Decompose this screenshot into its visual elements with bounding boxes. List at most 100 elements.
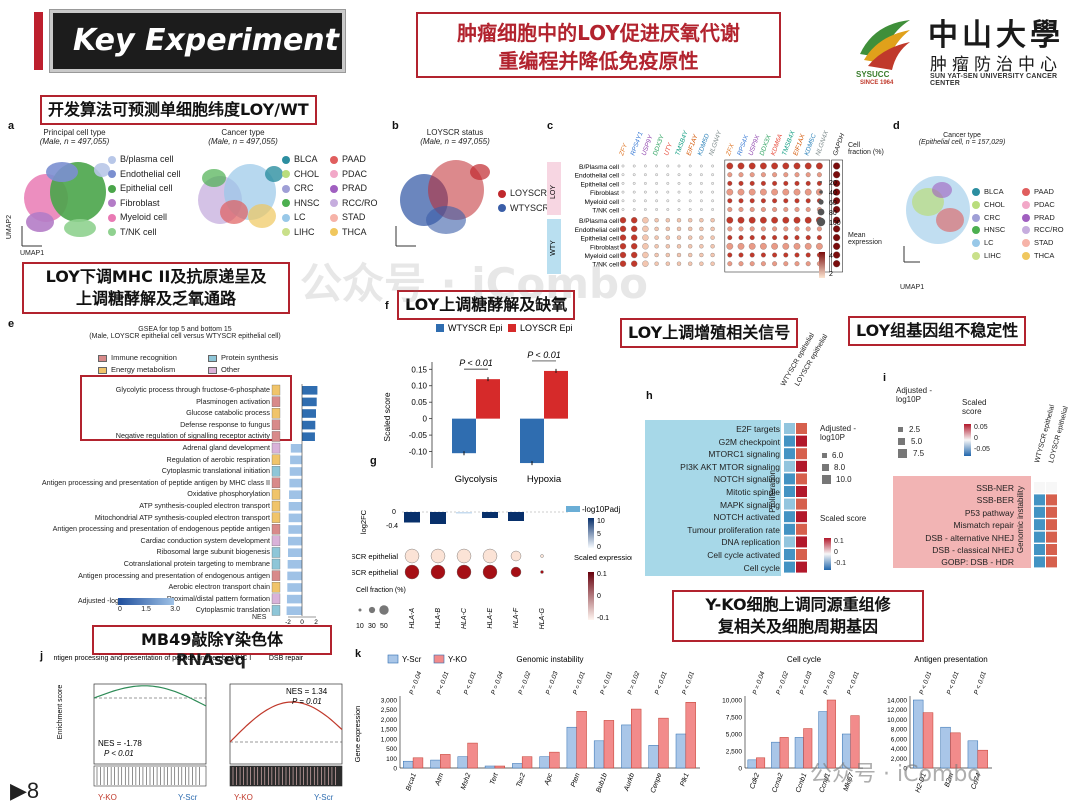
panel-e-label: e bbox=[8, 318, 15, 330]
nes-bar bbox=[288, 536, 302, 546]
headline-line-1: 肿瘤细胞中的LOY促进厌氧代谢 bbox=[457, 21, 740, 45]
panel-i-term: SSB-BER bbox=[976, 495, 1014, 506]
panel-g-ylabel: log2FC bbox=[359, 509, 368, 534]
cell-type-legend-swatch bbox=[108, 213, 116, 222]
panel-g-p-tick: 10 bbox=[597, 518, 605, 525]
cell-type-legend-label: Myeloid cell bbox=[120, 212, 168, 222]
dot-mark bbox=[619, 251, 627, 259]
panel-f-ytick-label: -0.10 bbox=[409, 448, 428, 457]
dot-mark bbox=[711, 164, 714, 168]
panel-j-label: j bbox=[40, 650, 44, 662]
dot-mark bbox=[655, 190, 658, 194]
dot-mark bbox=[783, 235, 789, 241]
dot-mark bbox=[642, 251, 649, 259]
panel-k-bar bbox=[771, 741, 781, 769]
dot-mark bbox=[816, 235, 822, 241]
h-scaled-tick-1: 0 bbox=[834, 549, 838, 556]
dot-mark bbox=[772, 180, 778, 186]
panel-i-cell-loy bbox=[1046, 544, 1057, 555]
panel-k-subtitle: Genomic instability bbox=[516, 655, 583, 664]
dot-mark bbox=[699, 261, 704, 266]
panel-d-legend-label: CHOL bbox=[984, 199, 1005, 209]
dot-mark bbox=[726, 162, 734, 170]
panel-k-category: Ccna2 bbox=[771, 772, 785, 794]
dot-mark bbox=[665, 252, 670, 258]
panel-h-adj-tick: 6.0 bbox=[832, 451, 844, 460]
row-label: Fibroblast bbox=[590, 244, 619, 251]
gsea-category-label: Other bbox=[221, 365, 240, 374]
panel-k-bar bbox=[794, 737, 804, 769]
panel-k-bar bbox=[747, 759, 757, 769]
sysucc-logo-icon bbox=[860, 20, 910, 70]
gsea-category-cell bbox=[271, 512, 281, 523]
panel-h-adj-label: Adjusted -log10P bbox=[820, 424, 857, 442]
dot-mark bbox=[700, 182, 703, 185]
dot-mark bbox=[655, 173, 658, 177]
dot-mark bbox=[688, 182, 692, 185]
panel-k-bar bbox=[494, 765, 505, 769]
panel-h-cell-wty bbox=[784, 561, 795, 573]
nes-bar bbox=[290, 455, 302, 465]
cancer-legend-label: LC bbox=[294, 212, 306, 222]
panel-h-term: NOTCH signaling bbox=[713, 474, 780, 485]
dot-mark bbox=[738, 252, 744, 258]
gsea-term: Regulation of aerobic respiration bbox=[166, 454, 270, 464]
panel-k-ytick: 8,000 bbox=[891, 727, 908, 734]
panel-i-adj-item: 5.0 bbox=[898, 436, 924, 448]
panel-j-xlabel-ko: Y-KO bbox=[234, 793, 253, 802]
panel-k-ytick: 10,000 bbox=[722, 698, 742, 705]
panel-k-pvalue: P = 0.04 bbox=[490, 670, 505, 695]
dot-mark bbox=[699, 252, 704, 258]
panel-f-ytick-label: -0.05 bbox=[409, 431, 428, 440]
panel-h-cell-loy bbox=[796, 536, 807, 548]
panel-d-legend-swatch bbox=[972, 252, 980, 260]
panel-k-category: Tsc2 bbox=[516, 772, 528, 788]
panel-k-bar bbox=[803, 728, 813, 769]
adj-tick-1: 1.5 bbox=[141, 606, 151, 613]
dot-mark bbox=[738, 235, 744, 241]
size-legend-dot bbox=[816, 217, 826, 227]
nes-bar bbox=[286, 594, 302, 604]
panel-d-legend-swatch bbox=[1022, 226, 1030, 235]
dot-mark bbox=[710, 244, 715, 249]
dot-mark bbox=[700, 173, 703, 177]
dot-mark bbox=[655, 199, 658, 203]
dot-mark bbox=[654, 244, 659, 249]
dot-mark bbox=[699, 235, 704, 240]
dot-mark bbox=[794, 180, 800, 186]
panel-j-gsea-plots: Enrichment score Antigen processing and p… bbox=[54, 655, 343, 802]
panel-h-cell-loy bbox=[796, 549, 807, 560]
dot-mark bbox=[666, 190, 670, 194]
dot-mark bbox=[793, 216, 801, 224]
dot-mark bbox=[688, 261, 693, 266]
gsea-term: Cotranslational protein targeting to mem… bbox=[123, 558, 270, 568]
nes-tick: 0 bbox=[300, 619, 304, 624]
panel-d-legend-item: HNSC bbox=[972, 224, 1005, 237]
panel-g-tick: -0.4 bbox=[386, 523, 398, 530]
cancer-legend-swatch bbox=[282, 184, 290, 193]
dot-mark bbox=[738, 207, 744, 212]
panel-g-fraction-dot bbox=[358, 608, 362, 612]
panel-g-p-tick: 0 bbox=[597, 544, 601, 551]
gsea-category-cell bbox=[271, 570, 281, 581]
dot-mark bbox=[782, 188, 790, 196]
dot-mark bbox=[805, 226, 811, 232]
gsea-category-cell bbox=[271, 558, 281, 570]
size-legend-label: 60 bbox=[829, 200, 837, 207]
panel-e-nes-label: NES bbox=[252, 614, 267, 621]
cancer-legend-swatch bbox=[282, 213, 290, 222]
panel-g-dot bbox=[540, 570, 544, 574]
panel-g-fraction-tick: 50 bbox=[380, 623, 388, 630]
dot-mark bbox=[816, 172, 822, 178]
nes-bar bbox=[302, 432, 315, 441]
umap2-title-text: Cancer type bbox=[221, 128, 265, 137]
dot-mark bbox=[654, 226, 659, 232]
panel-b-title: LOYSCR status (Male, n = 497,055) bbox=[405, 128, 505, 146]
gene-x-label: GAPDH bbox=[832, 132, 845, 156]
dot-mark bbox=[727, 180, 733, 186]
cell-type-legend-item: Endothelial cell bbox=[108, 167, 181, 182]
gsea-category-cell bbox=[271, 431, 281, 442]
row-label: B/Plasma cell bbox=[579, 218, 619, 225]
dot-mark bbox=[748, 216, 756, 224]
dot-mark bbox=[711, 190, 714, 194]
